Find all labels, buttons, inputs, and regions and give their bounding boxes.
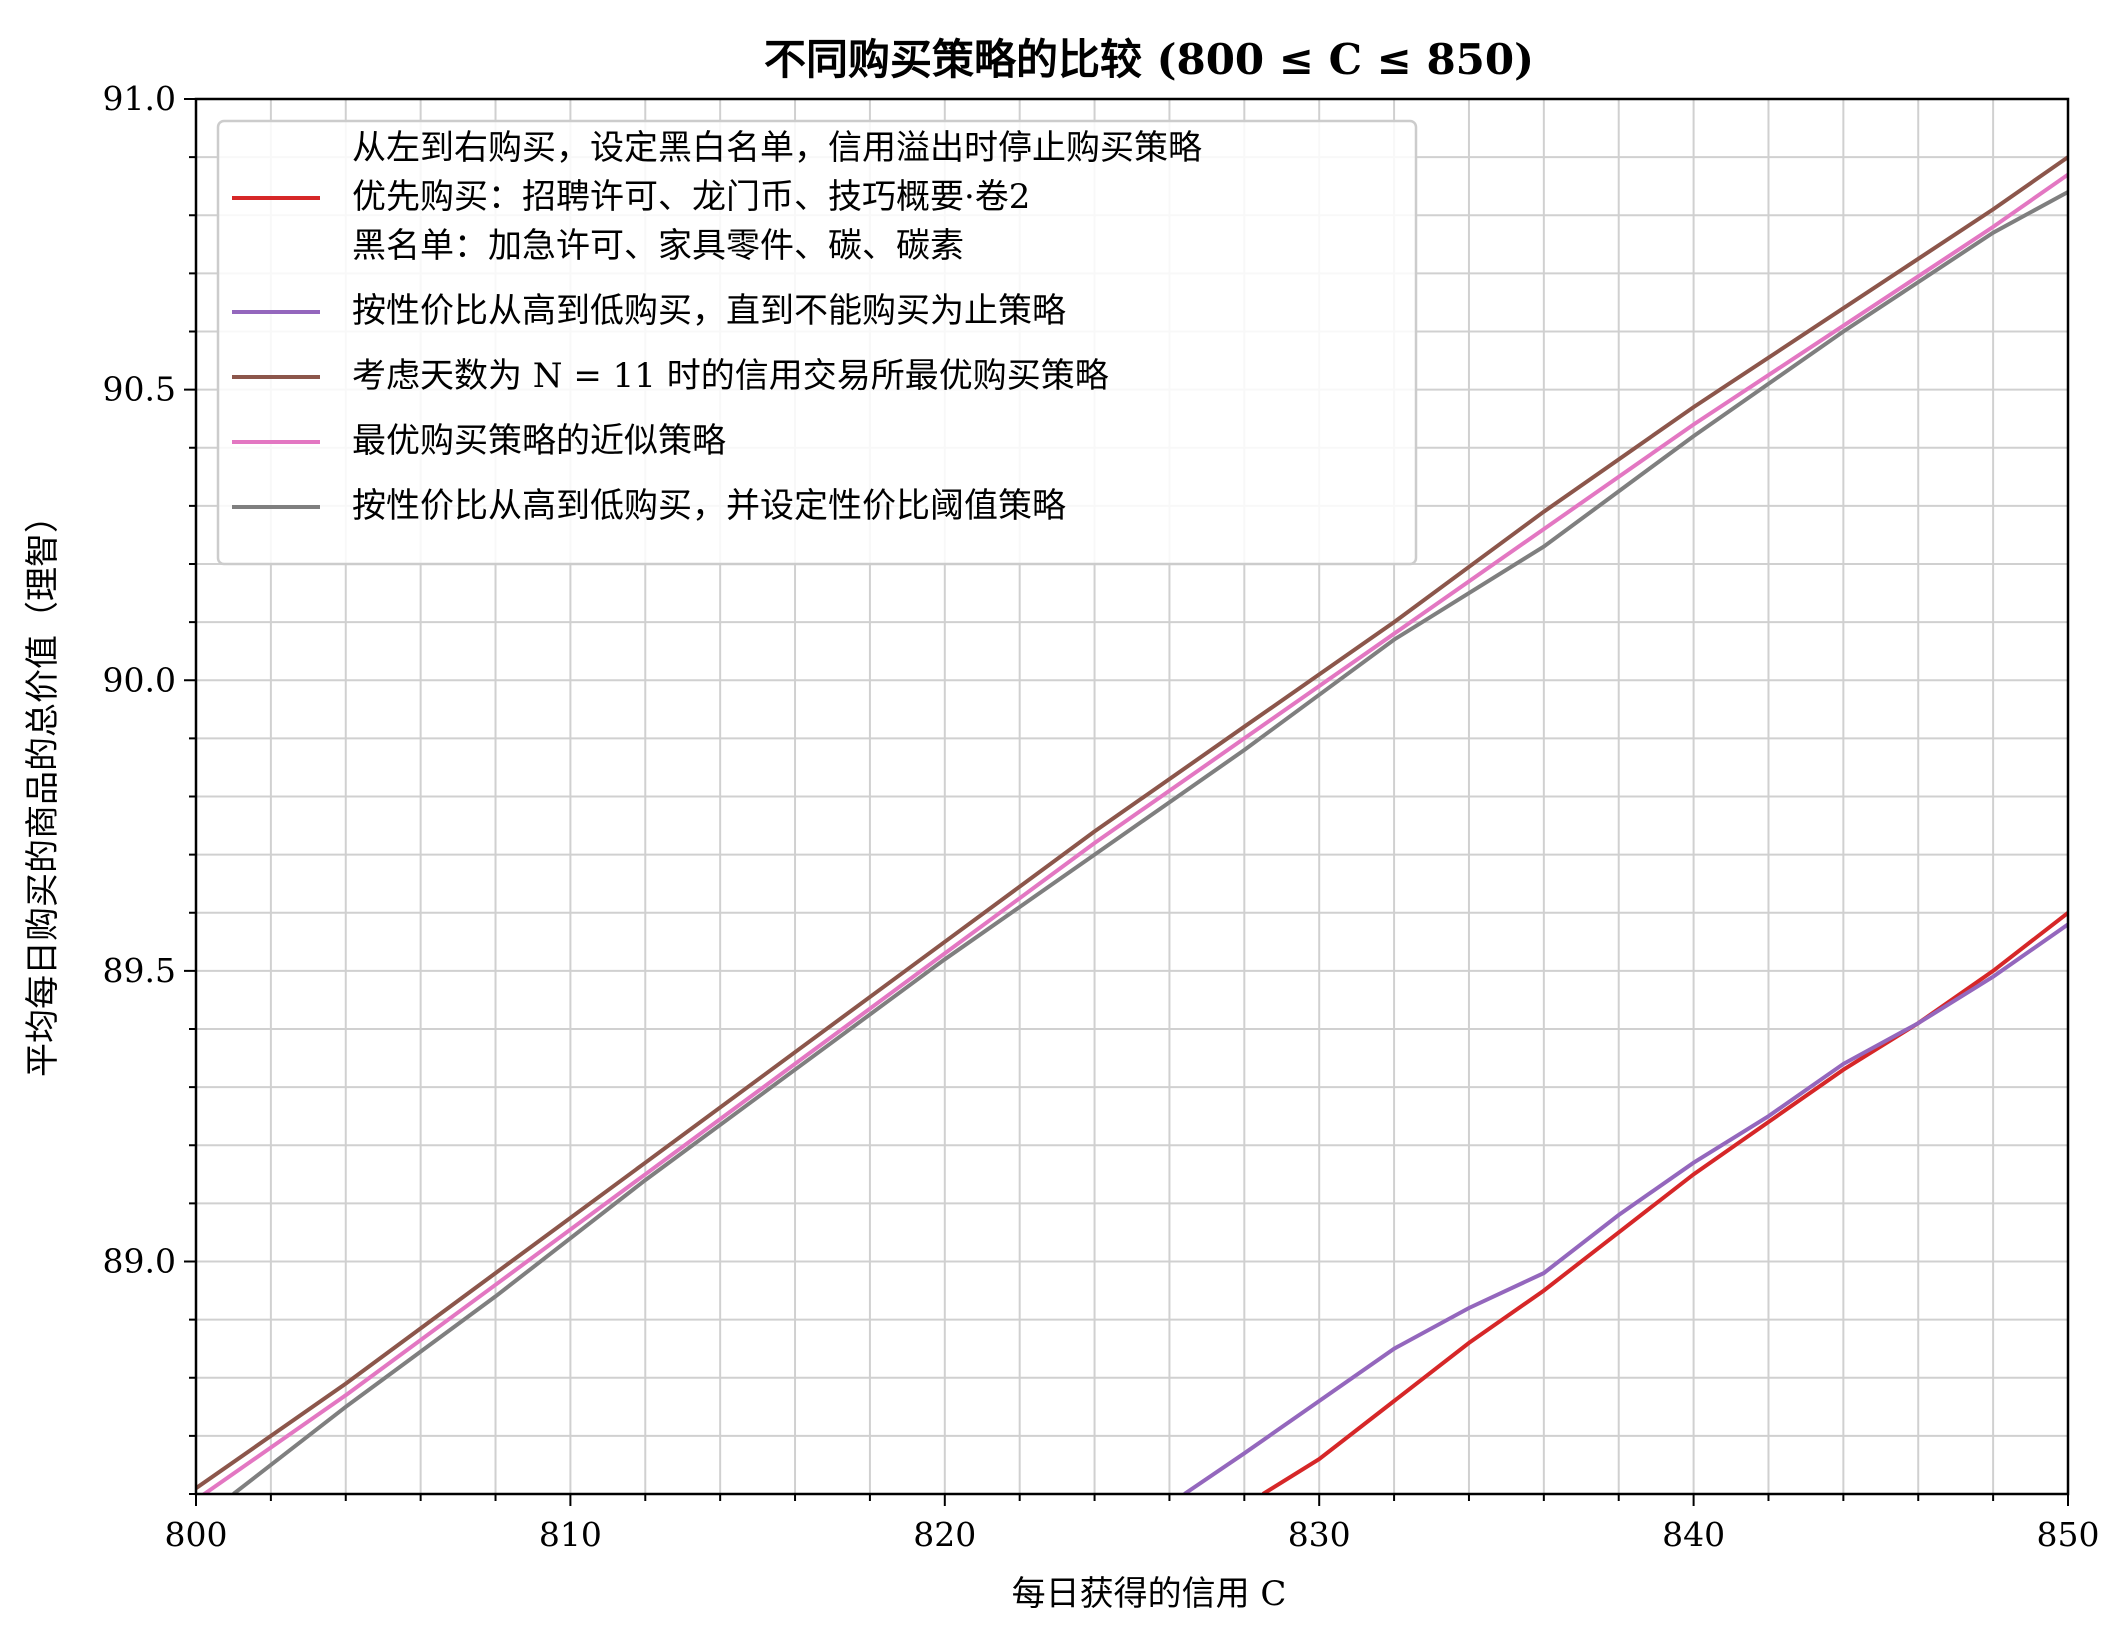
chart-title: 不同购买策略的比较 (800 ≤ C ≤ 850) (764, 35, 1534, 84)
series-line-1 (1183, 922, 2068, 1494)
x-tick-label: 830 (1288, 1515, 1351, 1554)
legend-label-0: 从左到右购买，设定黑白名单，信用溢出时停止购买策略 (352, 128, 1202, 168)
series-lines (196, 155, 2068, 1494)
tick-labels: 800 810 820 830 840 850 89.0 89.5 90.0 90.5 91.0 (103, 79, 2100, 1554)
y-tick-label: 90.0 (103, 660, 176, 699)
series-line-3 (200, 172, 2068, 1494)
x-tick-label: 810 (539, 1515, 602, 1554)
y-tick-label: 89.5 (103, 951, 176, 990)
x-axis-label: 每日获得的信用 C (1012, 1574, 1287, 1614)
legend-box (216, 119, 1418, 566)
series-line-2 (196, 155, 2068, 1490)
legend-label-3: 最优购买策略的近似策略 (352, 421, 726, 461)
y-tick-label: 89.0 (103, 1242, 176, 1281)
legend-label-0: 优先购买：招聘许可、龙门币、技巧概要·卷2 (352, 177, 1030, 217)
legend-label-0: 黑名单：加急许可、家具零件、碳、碳素 (352, 226, 964, 266)
x-tick-label: 820 (913, 1515, 976, 1554)
legend: 从左到右购买，设定黑白名单，信用溢出时停止购买策略优先购买：招聘许可、龙门币、技… (216, 119, 1418, 566)
y-axis-label: 平均每日购买的商品的总价值（理智） (23, 499, 63, 1077)
axes (184, 97, 2070, 1506)
legend-label-1: 按性价比从高到低购买，直到不能购买为止策略 (352, 291, 1066, 331)
x-tick-label: 850 (2037, 1515, 2100, 1554)
legend-label-2: 考虑天数为 N = 11 时的信用交易所最优购买策略 (352, 356, 1109, 396)
y-tick-label: 91.0 (103, 79, 176, 118)
x-tick-label: 800 (165, 1515, 228, 1554)
y-tick-label: 90.5 (103, 370, 176, 409)
legend-label-4: 按性价比从高到低购买，并设定性价比阈值策略 (352, 486, 1066, 526)
x-tick-label: 840 (1662, 1515, 1725, 1554)
series-line-4 (232, 190, 2068, 1494)
